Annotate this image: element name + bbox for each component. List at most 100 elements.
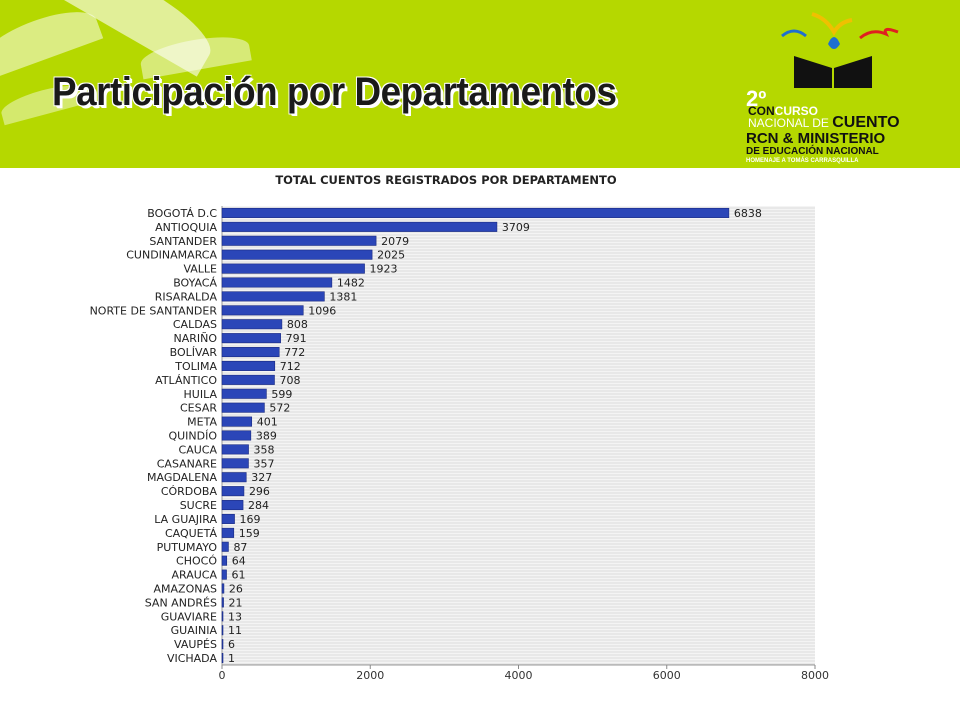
category-label: ATLÁNTICO <box>155 374 217 387</box>
bar <box>221 235 377 246</box>
logo-line2: NACIONAL DE CUENTO <box>748 114 900 132</box>
category-label: CESAR <box>180 402 217 415</box>
value-label: 26 <box>229 583 243 596</box>
category-label: SAN ANDRÉS <box>145 596 217 609</box>
bar <box>221 277 333 288</box>
bar <box>221 611 224 622</box>
category-label: NORTE DE SANTANDER <box>90 304 218 317</box>
bar <box>221 347 280 358</box>
logo-line4: DE EDUCACIÓN NACIONAL <box>746 146 879 157</box>
value-label: 284 <box>248 499 269 512</box>
value-label: 1 <box>228 652 235 665</box>
bar <box>221 360 276 371</box>
bar <box>221 458 249 469</box>
category-label: CAQUETÁ <box>165 527 218 540</box>
x-tick-label: 4000 <box>505 669 533 682</box>
category-label: GUAINIA <box>171 624 218 637</box>
logo-line5: HOMENAJE A TOMÁS CARRASQUILLA <box>746 158 859 164</box>
value-label: 64 <box>232 555 246 568</box>
logo-line1: CONCURSO <box>748 104 818 118</box>
value-label: 159 <box>239 527 260 540</box>
category-label: BOLÍVAR <box>170 346 218 359</box>
value-label: 296 <box>249 485 270 498</box>
bar <box>221 430 252 441</box>
logo-line2b: CUENTO <box>832 114 900 131</box>
category-label: CÓRDOBA <box>161 485 218 498</box>
x-tick-label: 2000 <box>356 669 384 682</box>
value-label: 13 <box>228 610 242 623</box>
chart-title: TOTAL CUENTOS REGISTRADOS POR DEPARTAMEN… <box>275 173 617 187</box>
bar <box>221 291 325 302</box>
category-label: ANTIOQUIA <box>155 221 217 234</box>
category-label: ARAUCA <box>171 569 217 582</box>
value-label: 327 <box>251 471 272 484</box>
category-label: VAUPÉS <box>174 638 217 651</box>
value-label: 61 <box>232 569 246 582</box>
value-label: 6838 <box>734 207 762 220</box>
value-label: 169 <box>240 513 261 526</box>
bar <box>221 402 265 413</box>
value-label: 401 <box>257 416 278 429</box>
value-label: 1482 <box>337 277 365 290</box>
header-banner: Participación por Departamentos 2º CONCU… <box>0 0 960 168</box>
value-label: 791 <box>286 332 307 345</box>
value-label: 2025 <box>377 249 405 262</box>
value-label: 1923 <box>370 263 398 276</box>
category-label: MAGDALENA <box>147 471 217 484</box>
logo-number: 2º <box>746 86 767 111</box>
bar <box>221 207 730 218</box>
category-label: BOGOTÁ D.C <box>147 207 217 220</box>
category-label: CASANARE <box>157 457 217 470</box>
value-label: 358 <box>254 443 275 456</box>
bar <box>221 388 267 399</box>
category-label: META <box>187 416 217 429</box>
value-label: 3709 <box>502 221 530 234</box>
bar <box>221 319 283 330</box>
bar <box>221 486 245 497</box>
bar <box>221 541 229 552</box>
value-label: 357 <box>253 457 274 470</box>
category-label: SANTANDER <box>149 235 217 248</box>
category-label: LA GUAJIRA <box>154 513 217 526</box>
logo-line1a: CON <box>748 104 775 118</box>
bar <box>221 221 498 232</box>
value-label: 87 <box>233 541 247 554</box>
logo-line1b: CURSO <box>774 104 819 118</box>
bar <box>221 263 365 274</box>
category-label: CUNDINAMARCA <box>126 249 217 262</box>
category-label: AMAZONAS <box>154 583 217 596</box>
value-label: 11 <box>228 624 242 637</box>
category-label: TOLIMA <box>174 360 217 373</box>
category-label: QUINDÍO <box>168 430 217 443</box>
contest-logo: 2º CONCURSO NACIONAL DE CUENTO RCN & MIN… <box>742 8 952 166</box>
value-label: 1381 <box>329 290 357 303</box>
bar <box>221 249 373 260</box>
bar <box>221 500 244 511</box>
bar <box>221 305 304 316</box>
value-label: 6 <box>228 638 235 651</box>
x-tick-label: 8000 <box>801 669 829 682</box>
bar <box>221 583 225 594</box>
x-tick-label: 0 <box>219 669 226 682</box>
bar <box>221 625 224 636</box>
book-birds-icon <box>781 12 899 88</box>
x-tick-label: 6000 <box>653 669 681 682</box>
category-label: VICHADA <box>167 652 218 665</box>
chart-container: 0 2000 4000 6000 8000 BOGOTÁ D.C 6838 ANTIOQUIA… <box>0 168 960 720</box>
bar <box>221 374 275 385</box>
bar <box>221 472 247 483</box>
value-label: 808 <box>287 318 308 331</box>
bar <box>221 513 235 524</box>
bar <box>221 333 281 344</box>
value-label: 712 <box>280 360 301 373</box>
category-label: NARIÑO <box>173 332 217 345</box>
category-label: VALLE <box>183 263 217 276</box>
logo-line3: RCN & MINISTERIO <box>746 130 886 147</box>
category-label: CALDAS <box>173 318 217 331</box>
bar-chart: 0 2000 4000 6000 8000 BOGOTÁ D.C 6838 ANTIOQUIA… <box>90 173 829 682</box>
logo-line2a: NACIONAL DE <box>748 116 833 130</box>
category-label: HUILA <box>184 388 218 401</box>
category-label: BOYACÁ <box>173 277 217 290</box>
value-label: 2079 <box>381 235 409 248</box>
category-label: PUTUMAYO <box>157 541 218 554</box>
